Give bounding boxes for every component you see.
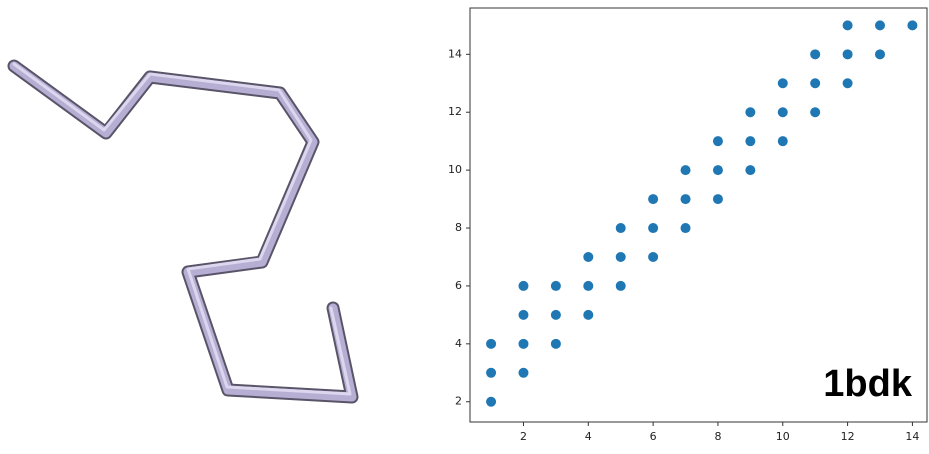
point — [681, 194, 691, 204]
point — [875, 20, 885, 30]
point — [810, 107, 820, 117]
point — [745, 165, 755, 175]
point — [745, 107, 755, 117]
point — [745, 136, 755, 146]
point — [518, 368, 528, 378]
x-tick-label: 8 — [714, 430, 721, 443]
y-tick-label: 2 — [455, 395, 462, 408]
point — [778, 107, 788, 117]
point — [551, 281, 561, 291]
point — [583, 281, 593, 291]
point — [583, 310, 593, 320]
x-tick-label: 12 — [841, 430, 855, 443]
point — [648, 252, 658, 262]
point — [681, 223, 691, 233]
point — [518, 339, 528, 349]
point — [486, 339, 496, 349]
y-tick-label: 6 — [455, 279, 462, 292]
point — [713, 194, 723, 204]
y-tick-label: 8 — [455, 221, 462, 234]
point — [843, 20, 853, 30]
x-tick-label: 10 — [776, 430, 790, 443]
point — [681, 165, 691, 175]
point — [778, 136, 788, 146]
point — [583, 252, 593, 262]
point — [907, 20, 917, 30]
x-tick-label: 2 — [520, 430, 527, 443]
point — [713, 136, 723, 146]
point — [648, 194, 658, 204]
y-tick-label: 12 — [448, 105, 462, 118]
point — [810, 49, 820, 59]
point — [648, 223, 658, 233]
y-tick-label: 14 — [448, 47, 462, 60]
backbone-shadow — [14, 66, 352, 397]
point — [551, 310, 561, 320]
point — [810, 78, 820, 88]
point — [843, 78, 853, 88]
y-tick-label: 10 — [448, 163, 462, 176]
plot-frame — [470, 8, 927, 422]
x-tick-label: 4 — [585, 430, 592, 443]
point — [486, 368, 496, 378]
molecule-render — [14, 64, 352, 397]
point — [486, 397, 496, 407]
annotation: 1bdk — [823, 363, 913, 405]
point — [843, 49, 853, 59]
point — [551, 339, 561, 349]
point — [616, 281, 626, 291]
point — [518, 310, 528, 320]
page: {"chart_data": {"type": "scatter", "anno… — [0, 0, 929, 450]
x-tick-label: 14 — [905, 430, 919, 443]
point — [778, 78, 788, 88]
x-tick-label: 6 — [650, 430, 657, 443]
point — [875, 49, 885, 59]
point — [518, 281, 528, 291]
point — [616, 223, 626, 233]
figure: 1bdk 2 4 6 8 10 12 14 2 4 6 8 10 12 14 — [0, 0, 929, 450]
y-tick-label: 4 — [455, 337, 462, 350]
point — [713, 165, 723, 175]
point — [616, 252, 626, 262]
